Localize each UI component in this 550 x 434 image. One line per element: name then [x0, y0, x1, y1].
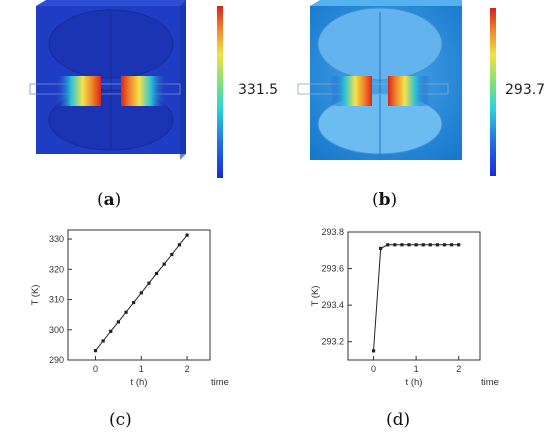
x-tick-label: 0	[371, 364, 376, 374]
data-point	[101, 339, 105, 343]
data-point	[147, 281, 151, 285]
data-point	[400, 243, 404, 247]
data-point	[421, 243, 425, 247]
y-tick-label: 290	[49, 355, 64, 365]
x-tick-label: 1	[139, 364, 144, 374]
y-axis-label: T (K)	[30, 285, 41, 306]
y-tick-label: 293.2	[321, 337, 344, 347]
panel-label-d: (d)	[386, 410, 411, 430]
chart-d: 0 1 2 293.2 293.4 293.6 293.8 t (h) time T (K)	[310, 227, 499, 388]
data-point	[435, 243, 440, 247]
x-axis-label: t (h)	[406, 377, 423, 388]
data-point	[407, 243, 411, 247]
panel-label-a: (a)	[97, 190, 122, 210]
panel-label-c: (c)	[109, 410, 132, 430]
data-point	[116, 320, 120, 324]
colorbar-value-a: 331.5	[238, 82, 279, 98]
data-point	[428, 243, 432, 247]
data-point	[109, 329, 113, 333]
series-line	[373, 244, 459, 351]
colorbar-b	[490, 8, 496, 176]
data-point	[170, 252, 174, 257]
x-tick-label: 0	[93, 364, 98, 374]
y-tick-label: 293.4	[321, 300, 344, 310]
heated-block-b	[297, 0, 462, 160]
colorbar-value-b: 293.7	[505, 82, 546, 98]
heated-block-a	[29, 0, 186, 160]
data-point	[393, 243, 397, 247]
y-tick-label: 310	[49, 295, 64, 305]
data-point	[457, 243, 461, 247]
data-point	[386, 243, 390, 247]
data-point	[449, 243, 454, 247]
y-tick-label: 320	[49, 264, 64, 274]
plot-frame	[347, 231, 481, 361]
data-point	[379, 246, 383, 251]
x-axis-unit-label: time	[481, 377, 499, 388]
data-point	[132, 300, 136, 305]
colorbar-a	[217, 6, 223, 178]
data-point	[139, 291, 143, 295]
data-point	[414, 243, 418, 247]
data-point	[154, 271, 159, 276]
chart-c: 0 1 2 290 300 310 320 330 t (h) time T (K)	[30, 229, 229, 388]
x-axis-unit-label: time	[211, 377, 229, 388]
data-point	[162, 262, 166, 266]
x-tick-label: 2	[185, 364, 190, 374]
plot-frame	[67, 229, 211, 361]
data-point	[124, 310, 128, 314]
x-axis-label: t (h)	[131, 377, 148, 388]
panel-label-b: (b)	[372, 190, 398, 210]
x-tick-label: 1	[414, 364, 419, 374]
x-tick-label: 2	[456, 364, 461, 374]
data-point	[93, 349, 98, 353]
y-tick-label: 300	[49, 325, 64, 335]
data-point	[371, 349, 376, 353]
data-point	[185, 233, 189, 237]
y-axis-label: T (K)	[310, 286, 321, 307]
y-tick-label: 293.8	[321, 227, 344, 237]
data-point	[177, 243, 182, 247]
data-point	[442, 243, 447, 247]
y-tick-label: 293.6	[321, 264, 344, 274]
y-tick-label: 330	[49, 234, 64, 244]
